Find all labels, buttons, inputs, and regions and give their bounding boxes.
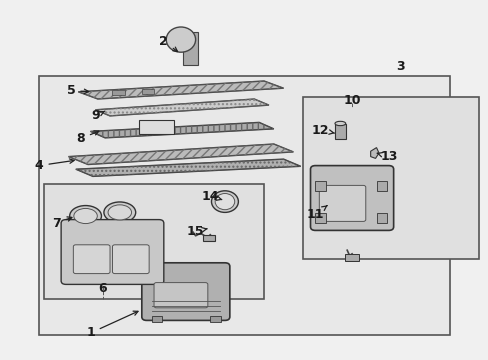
Ellipse shape: [74, 208, 97, 224]
Polygon shape: [90, 122, 273, 138]
Ellipse shape: [211, 191, 238, 212]
Bar: [151, 316, 162, 322]
Text: 14: 14: [201, 190, 222, 203]
Bar: [139, 120, 173, 134]
FancyBboxPatch shape: [112, 245, 149, 274]
Text: 8: 8: [76, 131, 99, 145]
FancyBboxPatch shape: [73, 245, 110, 274]
Polygon shape: [76, 159, 300, 176]
Ellipse shape: [69, 206, 102, 226]
Text: 10: 10: [343, 94, 360, 107]
Bar: [142, 89, 154, 94]
FancyBboxPatch shape: [142, 263, 229, 320]
Polygon shape: [78, 81, 283, 99]
Bar: [345, 254, 358, 261]
Ellipse shape: [103, 202, 136, 223]
Ellipse shape: [166, 27, 195, 52]
Bar: [315, 213, 325, 223]
Polygon shape: [370, 148, 378, 158]
FancyBboxPatch shape: [61, 220, 163, 284]
Text: 7: 7: [52, 217, 72, 230]
Text: 9: 9: [91, 109, 105, 122]
Ellipse shape: [215, 194, 234, 210]
Text: 2: 2: [159, 35, 177, 51]
Text: 6: 6: [98, 282, 107, 294]
Bar: [210, 316, 221, 322]
Bar: [112, 90, 124, 95]
Text: 11: 11: [306, 206, 326, 221]
Bar: [44, 184, 264, 299]
Text: 15: 15: [186, 225, 207, 238]
Polygon shape: [68, 144, 293, 165]
Ellipse shape: [108, 205, 131, 220]
Bar: [39, 76, 449, 335]
Ellipse shape: [334, 121, 345, 126]
Bar: [334, 124, 345, 139]
Text: 4: 4: [35, 159, 74, 172]
Polygon shape: [95, 99, 268, 116]
Bar: [203, 235, 215, 241]
Text: 13: 13: [376, 150, 397, 163]
FancyBboxPatch shape: [154, 283, 207, 308]
Bar: [376, 181, 386, 191]
Bar: [315, 181, 325, 191]
Bar: [303, 97, 478, 259]
Text: 3: 3: [396, 60, 405, 73]
FancyBboxPatch shape: [310, 166, 393, 230]
Text: 12: 12: [311, 124, 334, 137]
Bar: [183, 32, 198, 65]
FancyBboxPatch shape: [319, 185, 365, 221]
Text: 5: 5: [66, 84, 88, 97]
Bar: [376, 213, 386, 223]
Text: 1: 1: [86, 311, 138, 339]
